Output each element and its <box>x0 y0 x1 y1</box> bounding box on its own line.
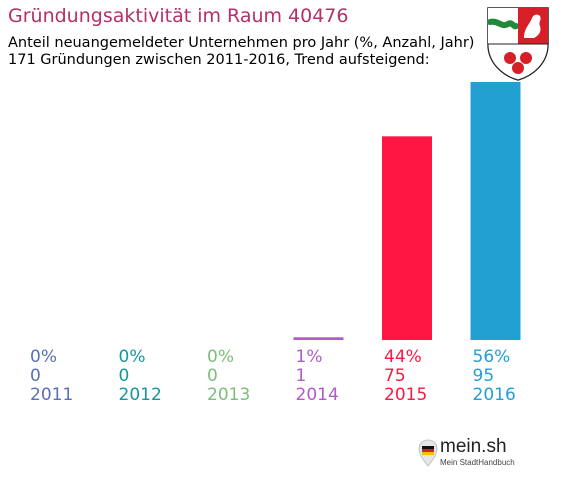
year-label-2015: 2015 <box>384 385 428 405</box>
bar-label-group-2013: 0% 0 2013 <box>207 348 277 405</box>
logo-brand-text: mein.sh <box>440 436 507 457</box>
percent-label-2012: 0% <box>118 347 146 367</box>
year-label-2016: 2016 <box>472 385 516 405</box>
count-label-2013: 0 <box>207 366 218 386</box>
bar-2015 <box>382 136 432 340</box>
count-label-2012: 0 <box>118 366 130 386</box>
count-label-2014: 1 <box>295 366 307 386</box>
chart-subtitle-line-2: 171 Gründungen zwischen 2011-2016, Trend… <box>8 52 430 68</box>
percent-label-2016: 56% <box>472 347 511 367</box>
year-label-2014: 2014 <box>295 385 339 405</box>
germany-flag-pin-icon <box>418 439 438 467</box>
year-label-2013: 2013 <box>207 385 251 405</box>
year-label-2011: 2011 <box>30 385 74 405</box>
bar-label-group-2014: 1% 1 2014 <box>296 348 366 405</box>
percent-label-2015: 44% <box>384 347 422 367</box>
count-label-2016: 95 <box>472 366 495 386</box>
percent-label-2013: 0% <box>207 347 234 367</box>
bar-label-group-2011: 0% 0 2011 <box>30 348 100 405</box>
count-label-2011: 0 <box>30 366 41 386</box>
bar-label-group-2015: 44% 75 2015 <box>384 348 454 405</box>
count-label-2015: 75 <box>384 366 406 386</box>
bar-2014 <box>293 337 344 340</box>
year-label-2012: 2012 <box>118 385 162 405</box>
nrw-coat-of-arms-icon <box>487 7 549 81</box>
bar-label-group-2016: 56% 95 2016 <box>473 348 543 405</box>
bar-2016 <box>470 82 521 340</box>
chart-subtitle-line-1: Anteil neuangemeldeter Unternehmen pro J… <box>8 35 475 51</box>
percent-label-2011: 0% <box>30 347 57 367</box>
chart-title: Gründungsaktivität im Raum 40476 <box>8 5 349 27</box>
percent-label-2014: 1% <box>295 347 323 367</box>
bar-label-group-2012: 0% 0 2012 <box>119 348 189 405</box>
logo-tagline: Mein StadtHandbuch <box>440 458 515 467</box>
mein-sh-logo: mein.sh Mein StadtHandbuch <box>418 432 528 472</box>
